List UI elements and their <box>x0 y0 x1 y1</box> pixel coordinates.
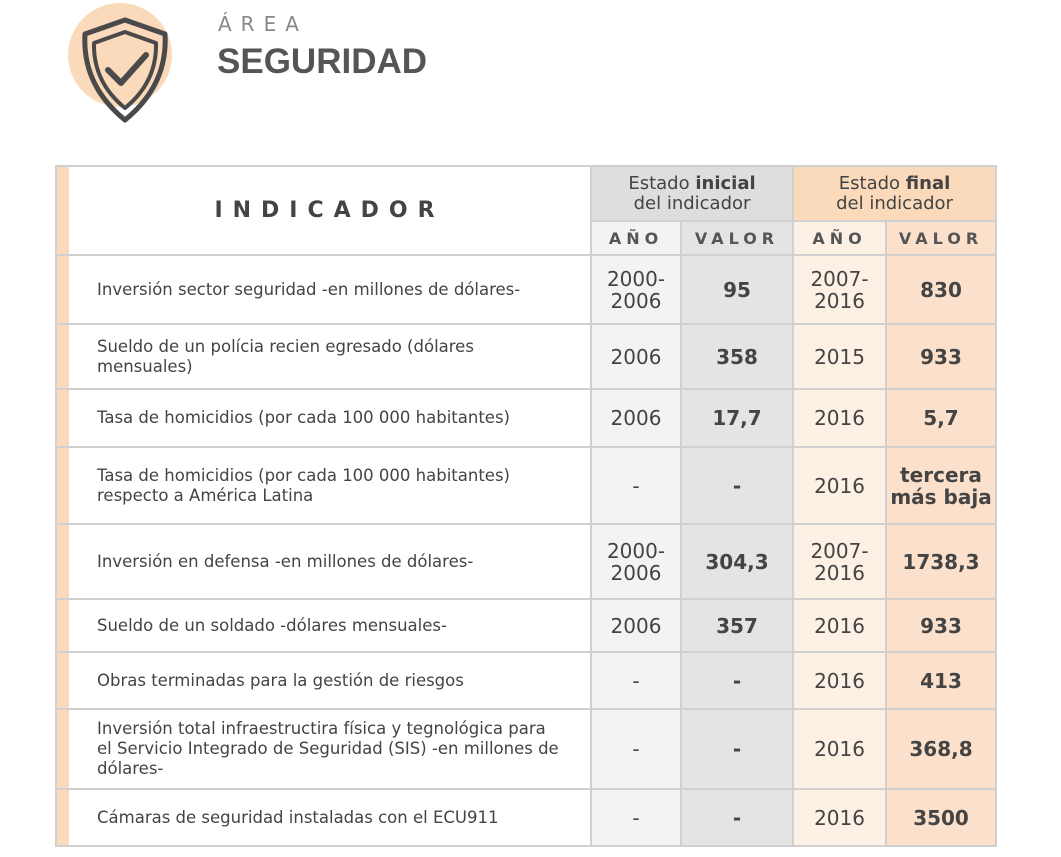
shield-icon <box>68 3 172 123</box>
accent <box>55 523 69 600</box>
accent <box>55 254 69 325</box>
table-row: Inversión sector seguridad -en millones … <box>55 254 998 325</box>
initial-value: 358 <box>679 323 795 390</box>
initial-value: - <box>679 788 795 847</box>
table-row: Sueldo de un soldado -dólares mensuales-… <box>55 598 998 653</box>
table-row: Inversión total infraestructira física y… <box>55 708 998 790</box>
final-year: 2016 <box>792 708 888 790</box>
final-value: 1738,3 <box>885 523 998 600</box>
final-year: 2015 <box>792 323 888 390</box>
header-post: del indicador <box>633 192 751 214</box>
final-value: 3500 <box>885 788 998 847</box>
table-row: Sueldo de un polícia recien egresado (dó… <box>55 323 998 390</box>
final-year: 2016 <box>792 598 888 653</box>
indicator: Sueldo de un polícia recien egresado (dó… <box>69 323 592 390</box>
indicator-header: INDICADOR <box>69 165 592 256</box>
column-subheader: AÑO <box>792 220 888 256</box>
accent <box>55 388 69 448</box>
indicator: Tasa de homicidios (por cada 100 000 hab… <box>69 388 592 448</box>
initial-year: 2000-2006 <box>590 523 682 600</box>
final-year: 2007-2016 <box>792 254 888 325</box>
initial-year: - <box>590 708 682 790</box>
initial-header: Estado inicial del indicador <box>589 165 795 222</box>
header-pre: Estado <box>628 172 690 194</box>
header-bold: inicial <box>695 172 756 194</box>
indicator-header-text: INDICADOR <box>214 198 445 223</box>
final-value: 413 <box>885 651 998 710</box>
accent <box>55 788 69 847</box>
final-value: 830 <box>885 254 998 325</box>
accent <box>55 651 69 710</box>
initial-value: - <box>679 708 795 790</box>
indicator: Sueldo de un soldado -dólares mensuales- <box>69 598 592 653</box>
initial-year: 2006 <box>590 598 682 653</box>
indicator-table: INDICADOR Estado inicial del indicador Es… <box>55 165 998 847</box>
header-bold: final <box>905 172 951 194</box>
final-value: 368,8 <box>885 708 998 790</box>
initial-year: 2000-2006 <box>590 254 682 325</box>
header-pre: Estado <box>838 172 901 194</box>
initial-year: - <box>590 651 682 710</box>
indicator: Inversión total infraestructira física y… <box>69 708 592 790</box>
indicator: Inversión sector seguridad -en millones … <box>69 254 592 325</box>
table-row: Cámaras de seguridad instaladas con el E… <box>55 788 998 847</box>
final-year: 2016 <box>792 446 888 525</box>
column-subheader: VALOR <box>679 220 795 256</box>
initial-value: 304,3 <box>679 523 795 600</box>
column-subheader: VALOR <box>885 220 998 256</box>
final-year: 2007-2016 <box>792 523 888 600</box>
initial-value: - <box>679 651 795 710</box>
accent <box>55 598 69 653</box>
table-row: Tasa de homicidios (por cada 100 000 hab… <box>55 446 998 525</box>
initial-value: 357 <box>679 598 795 653</box>
area-title: SEGURIDAD <box>217 42 428 81</box>
indicator: Inversión en defensa -en millones de dól… <box>69 523 592 600</box>
initial-year: - <box>590 788 682 847</box>
table-row: Obras terminadas para la gestión de ries… <box>55 651 998 710</box>
area-label: ÁREA <box>218 12 308 36</box>
initial-value: 95 <box>679 254 795 325</box>
header-post: del indicador <box>836 192 953 214</box>
final-year: 2016 <box>792 651 888 710</box>
final-value: 933 <box>885 323 998 390</box>
final-year: 2016 <box>792 788 888 847</box>
final-value: 933 <box>885 598 998 653</box>
table-row: Inversión en defensa -en millones de dól… <box>55 523 998 600</box>
final-value: tercera más baja <box>885 446 998 525</box>
column-subheader: AÑO <box>590 220 682 256</box>
final-year: 2016 <box>792 388 888 448</box>
accent <box>55 446 69 525</box>
indicator: Tasa de homicidios (por cada 100 000 hab… <box>69 446 592 525</box>
accent <box>55 323 69 390</box>
initial-year: 2006 <box>590 388 682 448</box>
initial-year: 2006 <box>590 323 682 390</box>
accent <box>55 165 69 256</box>
table-row: Tasa de homicidios (por cada 100 000 hab… <box>55 388 998 448</box>
initial-year: - <box>590 446 682 525</box>
indicator: Obras terminadas para la gestión de ries… <box>69 651 592 710</box>
final-value: 5,7 <box>885 388 998 448</box>
accent <box>55 708 69 790</box>
initial-value: 17,7 <box>679 388 795 448</box>
indicator: Cámaras de seguridad instaladas con el E… <box>69 788 592 847</box>
initial-value: - <box>679 446 795 525</box>
final-header: Estado final del indicador <box>792 165 998 222</box>
